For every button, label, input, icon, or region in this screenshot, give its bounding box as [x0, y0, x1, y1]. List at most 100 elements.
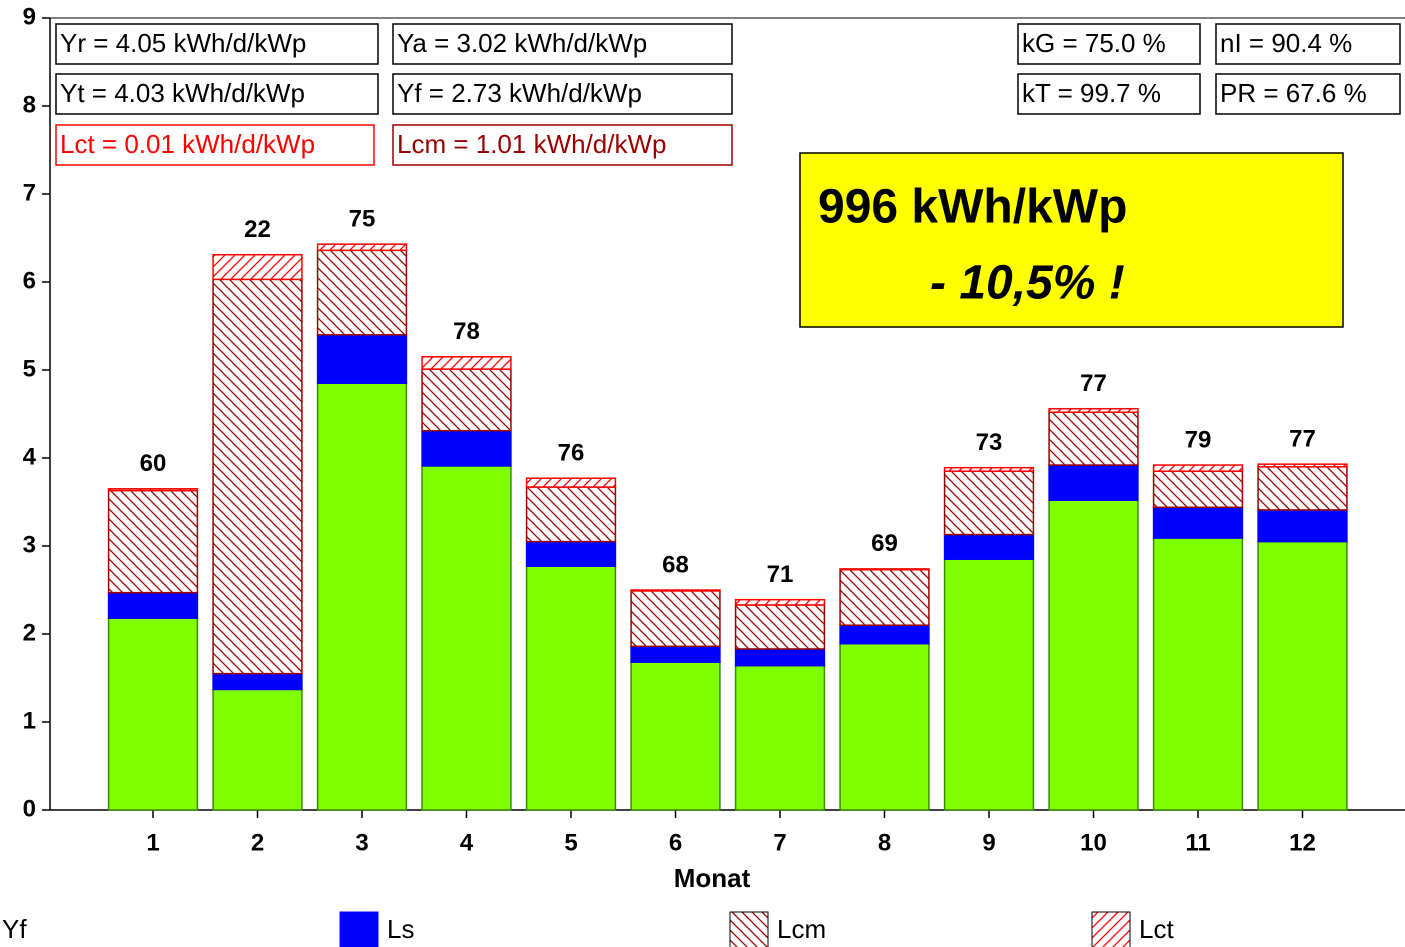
bar-segment — [839, 568, 930, 571]
highlight-line2: - 10,5% ! — [930, 257, 1125, 310]
bar-segment — [107, 591, 199, 619]
bar-segment — [107, 488, 199, 492]
bar-label: 78 — [453, 318, 480, 345]
bar-segment — [1048, 411, 1139, 466]
bar-segment — [1048, 499, 1139, 811]
x-tick-label: 5 — [564, 829, 577, 856]
highlight-box — [799, 152, 1344, 328]
info-text: Lct = 0.01 kWh/d/kWp — [60, 129, 315, 159]
bar-segment — [630, 590, 721, 648]
bar-segment — [1257, 463, 1348, 468]
legend-label: Ls — [387, 914, 414, 944]
bar-segment — [525, 565, 617, 811]
info-box — [55, 23, 379, 65]
info-box — [392, 23, 733, 65]
bar-segment — [525, 477, 617, 488]
bar-segment — [421, 429, 512, 467]
bar-label: 75 — [349, 206, 376, 233]
legend-swatch — [339, 911, 379, 947]
bar-segment — [525, 486, 617, 543]
bar-segment — [421, 368, 512, 432]
bar-segment — [421, 465, 512, 811]
y-tick-label: 2 — [23, 619, 36, 646]
bar-segment — [316, 249, 408, 336]
bar-label: 79 — [1185, 426, 1212, 453]
bar-segment — [1257, 466, 1348, 511]
bar-segment — [107, 489, 199, 594]
info-text: Yt = 4.03 kWh/d/kWp — [60, 78, 305, 108]
highlight-line1: 996 kWh/kWp — [818, 181, 1127, 234]
legend-swatch — [1091, 911, 1131, 947]
bar-label: 68 — [662, 551, 689, 578]
legend-label: Lcm — [777, 914, 826, 944]
bar-segment — [316, 382, 408, 811]
x-tick-label: 6 — [669, 829, 682, 856]
y-tick-label: 5 — [23, 355, 36, 382]
x-tick-label: 2 — [251, 829, 264, 856]
bar-segment — [734, 664, 826, 811]
bar-segment — [943, 466, 1035, 472]
bar-label: 69 — [871, 530, 898, 557]
info-box — [55, 124, 375, 166]
bar-label: 77 — [1080, 370, 1107, 397]
y-tick-label: 9 — [23, 3, 36, 30]
x-tick-label: 3 — [355, 829, 368, 856]
y-tick-label: 8 — [23, 91, 36, 118]
x-tick-label: 8 — [878, 829, 891, 856]
bar-label: 60 — [140, 450, 167, 477]
bar-segment — [630, 661, 721, 811]
bar-segment — [734, 604, 826, 650]
info-text: nI = 90.4 % — [1220, 28, 1352, 58]
info-text: Ya = 3.02 kWh/d/kWp — [397, 28, 647, 58]
bar-label: 71 — [767, 561, 794, 588]
bar-segment — [1257, 509, 1348, 543]
bar-segment — [1152, 464, 1244, 472]
bar-segment — [212, 278, 303, 675]
legend-label: Yf — [2, 914, 27, 944]
bar-segment — [839, 624, 930, 645]
info-text: PR = 67.6 % — [1220, 78, 1367, 108]
info-box — [55, 73, 379, 115]
y-tick-label: 7 — [23, 179, 36, 206]
info-box — [392, 124, 733, 166]
bar-segment — [943, 470, 1035, 536]
info-text: Yr = 4.05 kWh/d/kWp — [60, 28, 306, 58]
x-axis-label: Monat — [674, 863, 751, 893]
bar-label: 73 — [976, 429, 1003, 456]
info-box — [1017, 23, 1201, 65]
bar-segment — [1048, 464, 1139, 501]
bar-segment — [421, 356, 512, 370]
bar-segment — [1152, 470, 1244, 509]
y-tick-label: 6 — [23, 267, 36, 294]
y-tick-label: 0 — [23, 795, 36, 822]
x-tick-label: 11 — [1185, 829, 1210, 856]
y-tick-label: 4 — [23, 443, 37, 470]
info-text: Lcm = 1.01 kWh/d/kWp — [397, 129, 666, 159]
bar-segment — [943, 558, 1035, 811]
info-text: kG = 75.0 % — [1022, 28, 1166, 58]
x-tick-label: 1 — [146, 829, 159, 856]
bar-segment — [734, 648, 826, 667]
bar-segment — [212, 672, 303, 691]
bar-segment — [839, 642, 930, 811]
bar-segment — [525, 540, 617, 567]
y-tick-label: 3 — [23, 531, 36, 558]
info-box — [392, 73, 733, 115]
bar-segment — [212, 253, 303, 281]
bar-segment — [630, 589, 721, 592]
info-box — [1215, 23, 1401, 65]
bar-segment — [943, 533, 1035, 560]
bar-segment — [212, 688, 303, 811]
x-tick-label: 12 — [1289, 829, 1316, 856]
info-box — [1215, 73, 1401, 115]
x-tick-label: 4 — [460, 829, 474, 856]
bar-segment — [630, 645, 721, 663]
bar-segment — [734, 598, 826, 606]
bar-segment — [107, 617, 199, 811]
x-tick-label: 7 — [773, 829, 786, 856]
x-tick-label: 10 — [1080, 829, 1107, 856]
bar-label: 77 — [1289, 426, 1316, 453]
legend-swatch — [729, 911, 769, 947]
info-text: kT = 99.7 % — [1022, 78, 1161, 108]
x-tick-label: 9 — [982, 829, 995, 856]
